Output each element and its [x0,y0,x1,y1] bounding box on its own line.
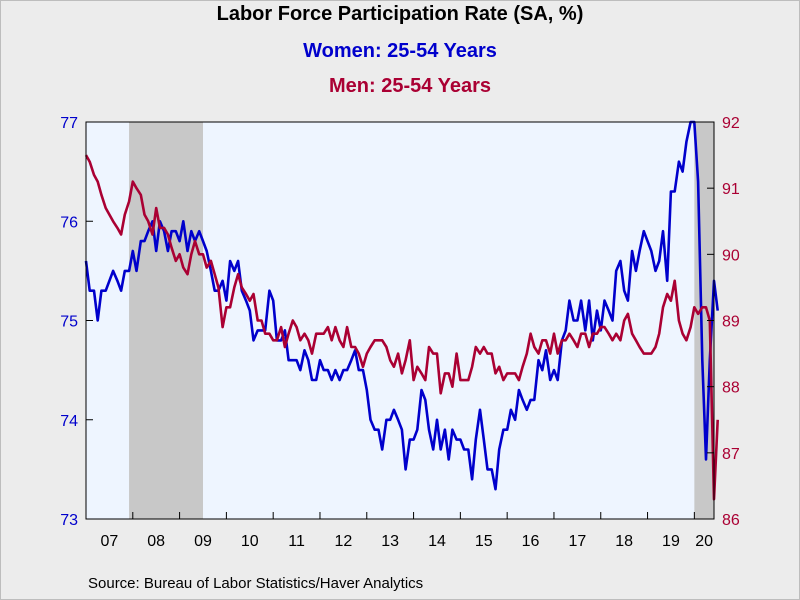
x-tick-label: 10 [241,533,259,550]
x-tick-label: 15 [475,533,493,550]
x-tick-label: 12 [334,533,352,550]
right-tick-label: 91 [722,181,740,198]
source-note: Source: Bureau of Labor Statistics/Haver… [88,575,424,592]
recession-band [129,122,203,519]
left-tick-label: 73 [60,512,78,529]
right-tick-label: 89 [722,314,740,331]
x-tick-label: 17 [568,533,586,550]
x-tick-label: 16 [522,533,540,550]
left-tick-label: 75 [60,314,78,331]
x-tick-label: 20 [695,533,713,550]
left-tick-label: 76 [60,214,78,231]
right-tick-label: 92 [722,115,740,132]
women-series-label: Women: 25-54 Years [303,40,497,62]
x-tick-label: 07 [100,533,118,550]
right-tick-label: 88 [722,380,740,397]
x-tick-label: 09 [194,533,212,550]
x-tick-label: 08 [147,533,165,550]
x-tick-label: 14 [428,533,446,550]
x-tick-label: 18 [615,533,633,550]
men-series-line [84,154,719,501]
left-tick-label: 77 [60,115,78,132]
right-tick-label: 86 [722,512,740,529]
right-tick-label: 87 [722,446,740,463]
x-tick-label: 11 [288,533,305,550]
women-series-line [84,120,719,491]
chart-title: Labor Force Participation Rate (SA, %) [216,3,584,25]
x-tick-label: 13 [381,533,399,550]
x-tick-label: 19 [662,533,680,550]
right-tick-label: 90 [722,247,740,264]
men-series-label: Men: 25-54 Years [329,75,491,97]
left-tick-label: 74 [60,413,78,430]
